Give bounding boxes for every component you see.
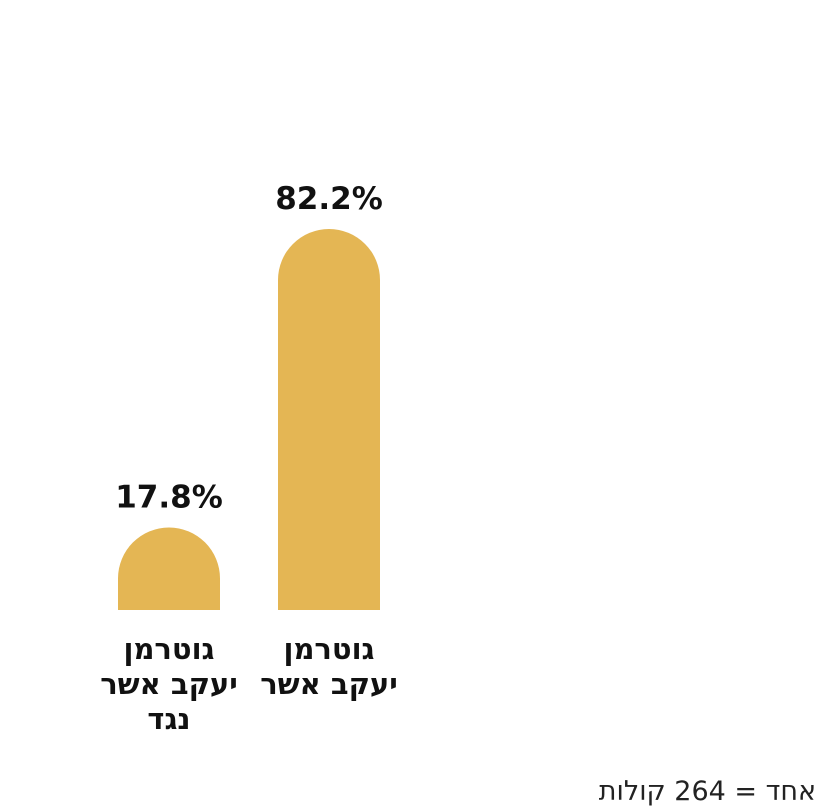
data-label-1: 17.8% [115, 479, 223, 515]
category-label-0-line-1: יעקב אשר [260, 667, 398, 701]
category-label-1-line-2: נגד [147, 702, 190, 736]
bar-1 [118, 527, 220, 610]
category-label-0-line-0: גוטרמן [283, 632, 374, 666]
footnote: ן אחד = 264 קולות [598, 776, 826, 807]
category-label-1-line-1: יעקב אשר [100, 667, 238, 701]
bar-0 [278, 229, 380, 610]
data-label-0: 82.2% [275, 181, 383, 217]
category-label-1-line-0: גוטרמן [123, 632, 214, 666]
